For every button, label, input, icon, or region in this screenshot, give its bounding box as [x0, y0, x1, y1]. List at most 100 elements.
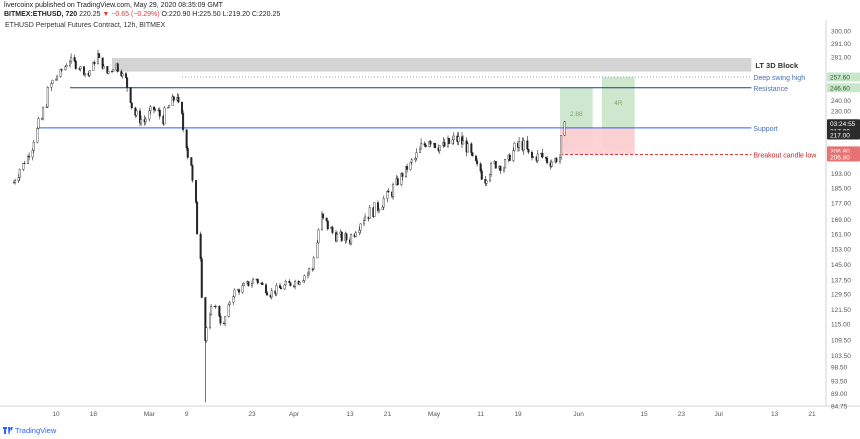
candle-body [51, 79, 54, 84]
candle-body [210, 306, 213, 315]
candle-body [452, 135, 455, 141]
x-tick-label: Jul [715, 411, 724, 418]
candle-body [490, 163, 493, 175]
y-tick-label: 193.00 [831, 171, 851, 178]
candle-body [429, 141, 432, 145]
candle-body [121, 73, 124, 77]
tradingview-logo[interactable]: TradingView [3, 426, 56, 435]
y-tick-label: 300.00 [831, 29, 851, 36]
candle-body [550, 161, 553, 167]
candle-body [364, 216, 367, 221]
y-tick-label: 145.00 [831, 262, 851, 269]
candle-body [387, 191, 390, 193]
candle-body [148, 110, 151, 120]
x-tick-label: May [428, 411, 441, 418]
candle-body [471, 152, 474, 157]
candle-body [283, 284, 286, 290]
price-badge-label: 246.60 [830, 85, 850, 92]
y-tick-label: 281.00 [831, 55, 851, 62]
candle-body [462, 140, 465, 145]
candle-body [227, 304, 230, 317]
candle-body [531, 151, 534, 158]
candle-body [289, 282, 292, 286]
price-badge-label: 217.00 [830, 132, 850, 139]
candle-body [32, 142, 35, 151]
candle-body [423, 143, 426, 146]
x-tick-label: Apr [289, 411, 300, 418]
candle-body [532, 156, 535, 158]
price-badge-label: 206.80 [830, 154, 850, 161]
candle-body [303, 275, 306, 281]
price-badge [827, 72, 860, 82]
candle-body [522, 140, 525, 151]
y-tick-label: 153.00 [831, 247, 851, 254]
candle-body [518, 141, 521, 148]
candle-body [563, 121, 566, 136]
candle-body [476, 160, 479, 165]
candle-body [359, 223, 362, 231]
price-badge [827, 119, 860, 129]
candle-body [68, 61, 71, 66]
price-badge-label: 206.80 [830, 148, 850, 155]
candle-body [555, 158, 558, 162]
contract-title: ETHUSD Perpetual Futures Contract, 12h, … [5, 22, 166, 29]
x-tick-label: 11 [477, 411, 484, 418]
last-price: 220.25 [79, 11, 101, 18]
candle-body [559, 157, 562, 162]
candle-body [172, 96, 175, 101]
candle-body [392, 184, 395, 197]
y-tick-label: 137.50 [831, 277, 851, 284]
y-tick-label: 121.50 [831, 307, 851, 314]
price-badge [827, 83, 860, 93]
candle-body [415, 152, 418, 159]
candle-body [106, 66, 109, 74]
candle-body [494, 161, 497, 169]
level-label: Resistance [753, 86, 788, 93]
candle-body [326, 220, 329, 230]
candle-body [381, 206, 384, 210]
candle-body [60, 69, 63, 71]
candle-body [182, 113, 185, 130]
candle-body [65, 65, 68, 68]
x-tick-label: 23 [248, 411, 256, 418]
candle-body [420, 143, 423, 150]
x-tick-label: 15 [640, 411, 648, 418]
stop-loss-zone [560, 127, 635, 155]
y-tick-label: 185.00 [831, 185, 851, 192]
candle-body [288, 281, 291, 283]
ohlc-values: O:220.90 H:225.50 L:219.20 C:220.25 [161, 11, 281, 18]
symbol-line: BITMEX:ETHUSD, 720 220.25 ▼ −0.65 (−0.29… [4, 10, 280, 19]
level-label: Deep swing high [753, 75, 805, 82]
candle-body [466, 143, 469, 153]
candle-body [419, 148, 422, 153]
x-tick-label: Mar [144, 411, 156, 418]
candle-body [322, 213, 325, 219]
candle-body [261, 282, 264, 285]
candle-body [42, 107, 45, 120]
candle-body [112, 69, 115, 72]
candle-body [279, 285, 282, 289]
candle-body [373, 202, 376, 217]
y-tick-label: 93.50 [831, 378, 848, 385]
candle-body [504, 159, 507, 169]
candle-body [185, 129, 188, 149]
candle-body [508, 154, 511, 161]
price-badge [827, 152, 860, 162]
candle-body [214, 306, 217, 308]
price-badge-label: 257.60 [830, 74, 850, 81]
price-change: ▼ −0.65 (−0.29%) [102, 11, 160, 18]
candle-body [317, 229, 320, 244]
candle-body [88, 70, 91, 76]
candle-body [233, 289, 236, 297]
chart-header: livercoinx published on TradingView.com,… [4, 1, 280, 19]
zone-label: 2.88 [570, 111, 583, 118]
y-tick-label: 103.50 [831, 353, 851, 360]
candle-body [503, 167, 506, 171]
x-tick-label: 19 [514, 411, 522, 418]
candle-body [308, 268, 311, 274]
candle-body [307, 272, 310, 276]
candle-body [302, 280, 305, 283]
candle-body [256, 278, 259, 284]
candle-body [265, 284, 268, 294]
